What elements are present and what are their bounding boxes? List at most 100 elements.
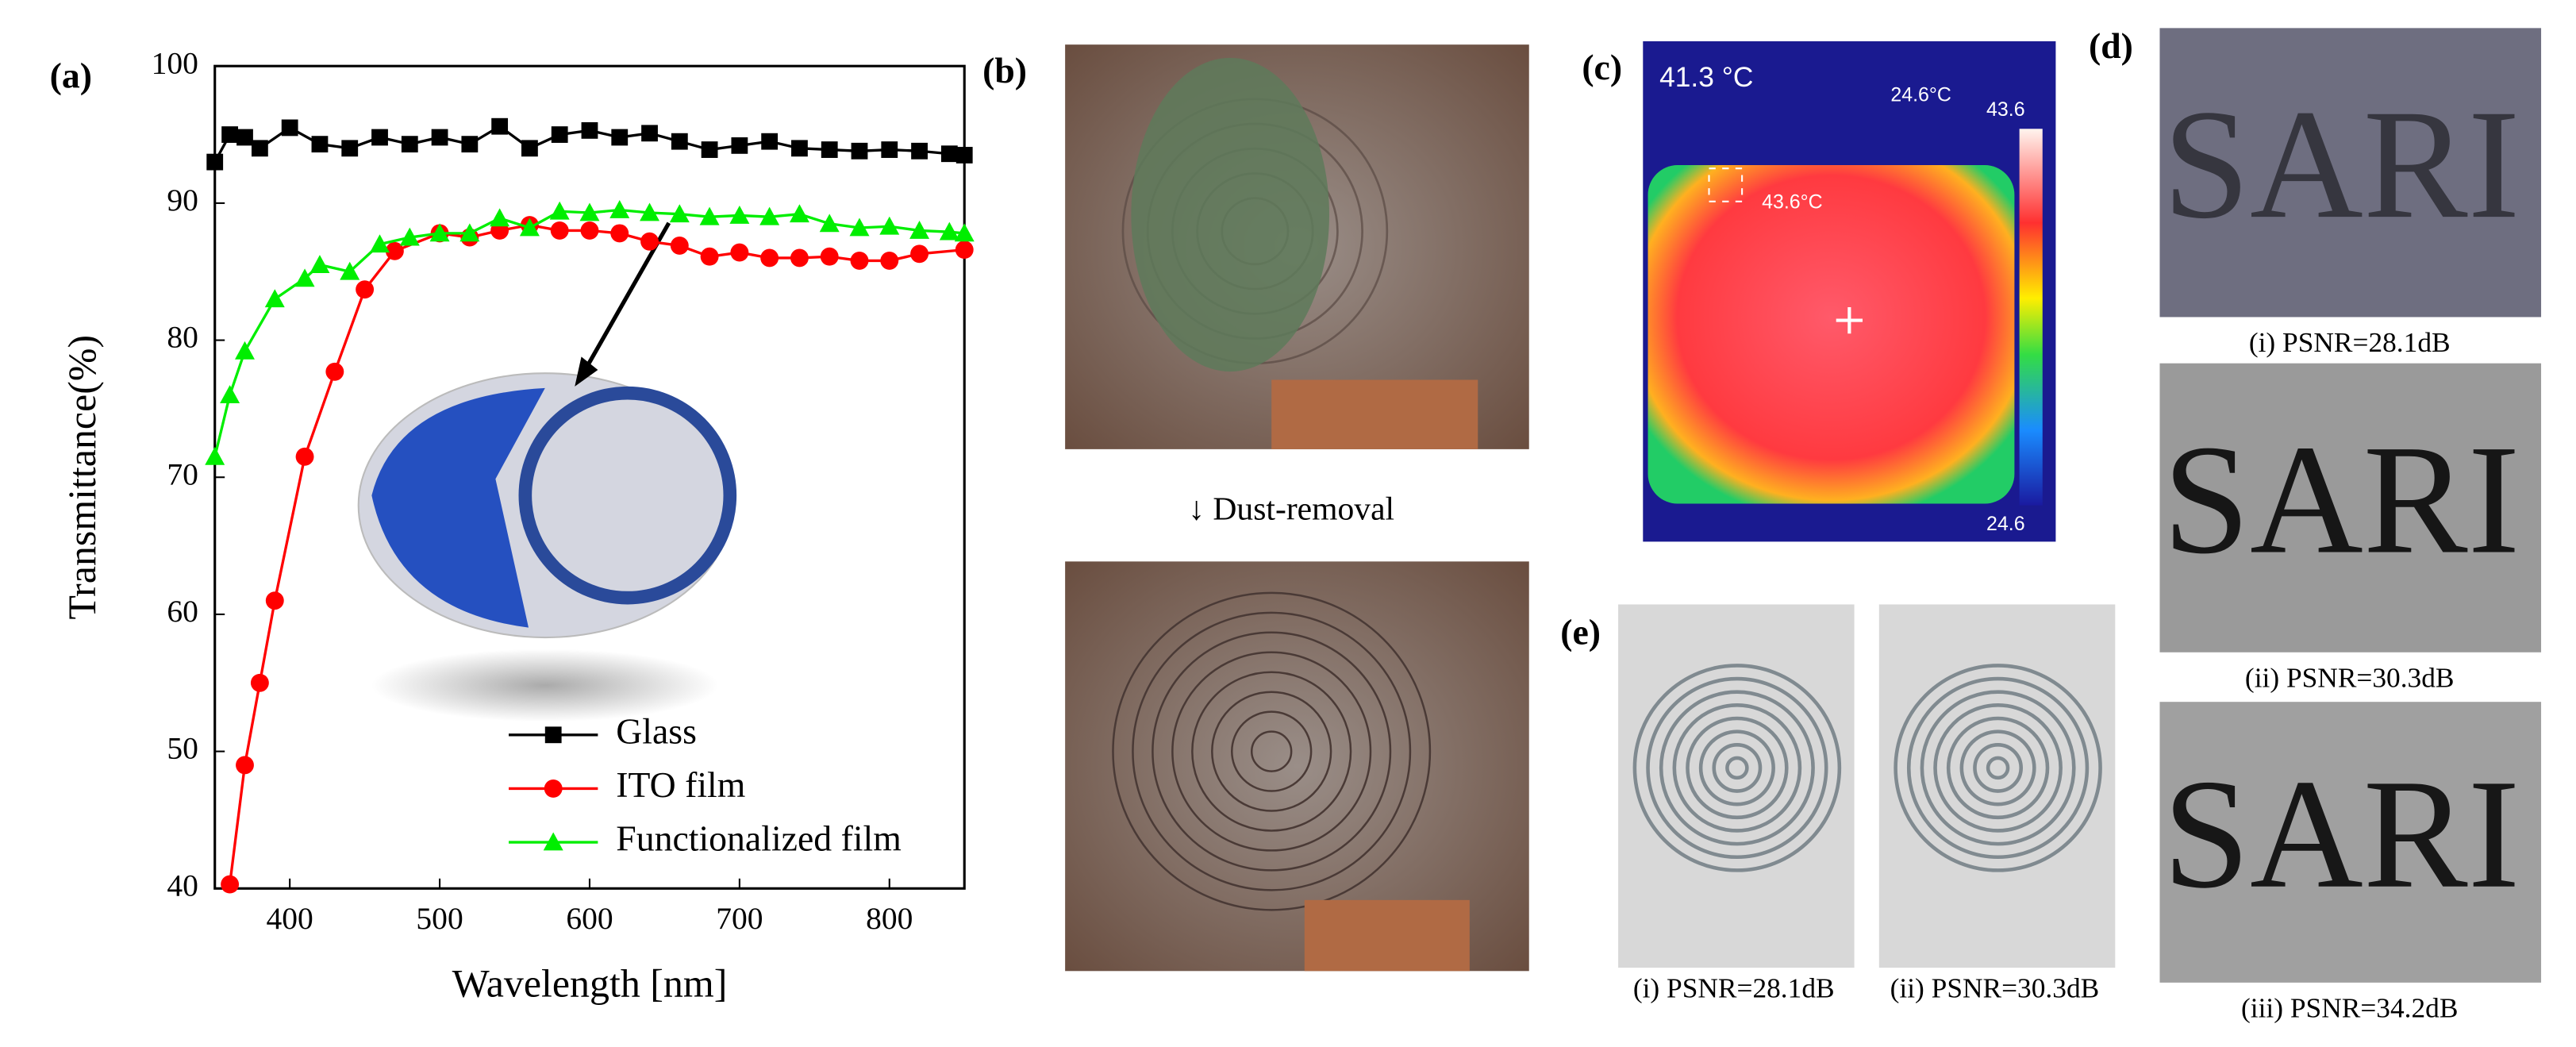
spiral-ring xyxy=(1686,716,1789,820)
inset-logo xyxy=(518,386,737,605)
photo xyxy=(1878,604,2116,968)
spiral-ring xyxy=(1659,690,1815,846)
y-tick-label: 100 xyxy=(152,45,198,80)
arrow-text: ↓ Dust-removal xyxy=(1188,490,1394,526)
marker xyxy=(205,446,225,465)
marker xyxy=(371,129,388,146)
marker xyxy=(580,221,599,240)
micrograph xyxy=(2159,363,2542,652)
spot-marker xyxy=(1708,167,1744,202)
marker xyxy=(325,362,344,381)
marker xyxy=(551,126,568,143)
y-tick-label: 60 xyxy=(167,594,198,629)
marker xyxy=(729,205,750,224)
micrograph-text: SARI xyxy=(2163,412,2520,586)
marker xyxy=(356,280,375,299)
marker xyxy=(399,227,420,246)
panel-label: (a) xyxy=(50,55,92,95)
marker xyxy=(821,141,838,158)
caption: (i) PSNR=28.1dB xyxy=(1633,972,1835,1003)
marker xyxy=(760,248,779,268)
marker xyxy=(295,447,314,466)
legend-marker xyxy=(543,832,563,851)
marker xyxy=(294,268,315,287)
marker xyxy=(819,214,840,233)
legend-marker xyxy=(544,779,563,798)
marker xyxy=(940,145,958,163)
marker xyxy=(850,251,869,270)
marker xyxy=(310,255,330,274)
marker xyxy=(881,141,898,158)
marker xyxy=(206,153,224,171)
marker xyxy=(849,217,870,237)
marker xyxy=(550,221,569,240)
marker xyxy=(221,126,239,143)
legend-label: Glass xyxy=(616,710,697,751)
legend-label: Functionalized film xyxy=(616,818,902,859)
inset-shadow xyxy=(371,649,719,722)
y-axis-label: Transmittance(%) xyxy=(60,335,104,620)
marker xyxy=(955,241,974,260)
x-tick-label: 500 xyxy=(416,901,463,936)
scale-min: 24.6 xyxy=(1986,513,2025,535)
legend-marker xyxy=(544,726,562,744)
spiral-ring xyxy=(1725,756,1749,780)
marker xyxy=(429,223,450,242)
marker xyxy=(820,247,839,266)
marker xyxy=(579,202,600,221)
readout: 24.6°C xyxy=(1890,83,1951,106)
micrograph xyxy=(2159,702,2542,983)
marker xyxy=(759,206,780,225)
spiral xyxy=(1112,591,1432,911)
temperature: 41.3 °C xyxy=(1659,62,1753,93)
marker xyxy=(641,125,658,142)
heated-film xyxy=(1647,165,2015,504)
marker xyxy=(701,141,718,158)
marker xyxy=(461,136,479,153)
marker xyxy=(521,140,538,157)
marker xyxy=(610,224,629,243)
spiral-ring xyxy=(1920,690,2076,846)
marker xyxy=(851,142,868,160)
marker xyxy=(491,117,509,135)
spiral-ring xyxy=(1698,729,1775,806)
marker xyxy=(431,129,448,146)
marker xyxy=(519,217,540,237)
marker xyxy=(640,232,659,251)
marker xyxy=(370,234,390,253)
marker xyxy=(341,140,359,157)
electrode xyxy=(1271,379,1478,449)
marker xyxy=(251,140,268,157)
marker xyxy=(459,223,480,242)
inset-arrowhead xyxy=(575,356,598,387)
spiral-ring xyxy=(1712,742,1763,793)
spiral-ring xyxy=(1973,742,2024,793)
panel-label: (e) xyxy=(1560,611,1601,652)
x-tick-label: 600 xyxy=(566,901,613,936)
marker xyxy=(581,121,598,139)
photo xyxy=(1618,604,1855,968)
marker xyxy=(611,129,629,146)
spiral-ring xyxy=(1894,664,2102,872)
marker xyxy=(761,133,779,150)
caption: (iii) PSNR=34.2dB xyxy=(2241,991,2458,1023)
electrode xyxy=(1304,899,1470,972)
marker xyxy=(731,137,748,154)
marker xyxy=(879,216,900,235)
marker xyxy=(880,251,899,270)
legend-label: ITO film xyxy=(616,764,745,805)
marker xyxy=(939,221,959,241)
marker xyxy=(221,875,240,894)
scale-max: 43.6 xyxy=(1986,98,2025,121)
marker xyxy=(640,202,660,221)
marker xyxy=(264,289,285,308)
x-tick-label: 400 xyxy=(267,901,313,936)
marker xyxy=(281,119,298,137)
spot-temperature: 43.6°C xyxy=(1762,191,1823,213)
y-tick-label: 40 xyxy=(167,868,198,903)
spiral-ring xyxy=(1933,703,2063,833)
x-tick-label: 800 xyxy=(866,901,913,936)
y-tick-label: 70 xyxy=(167,456,198,491)
spiral-ring xyxy=(1672,703,1802,833)
